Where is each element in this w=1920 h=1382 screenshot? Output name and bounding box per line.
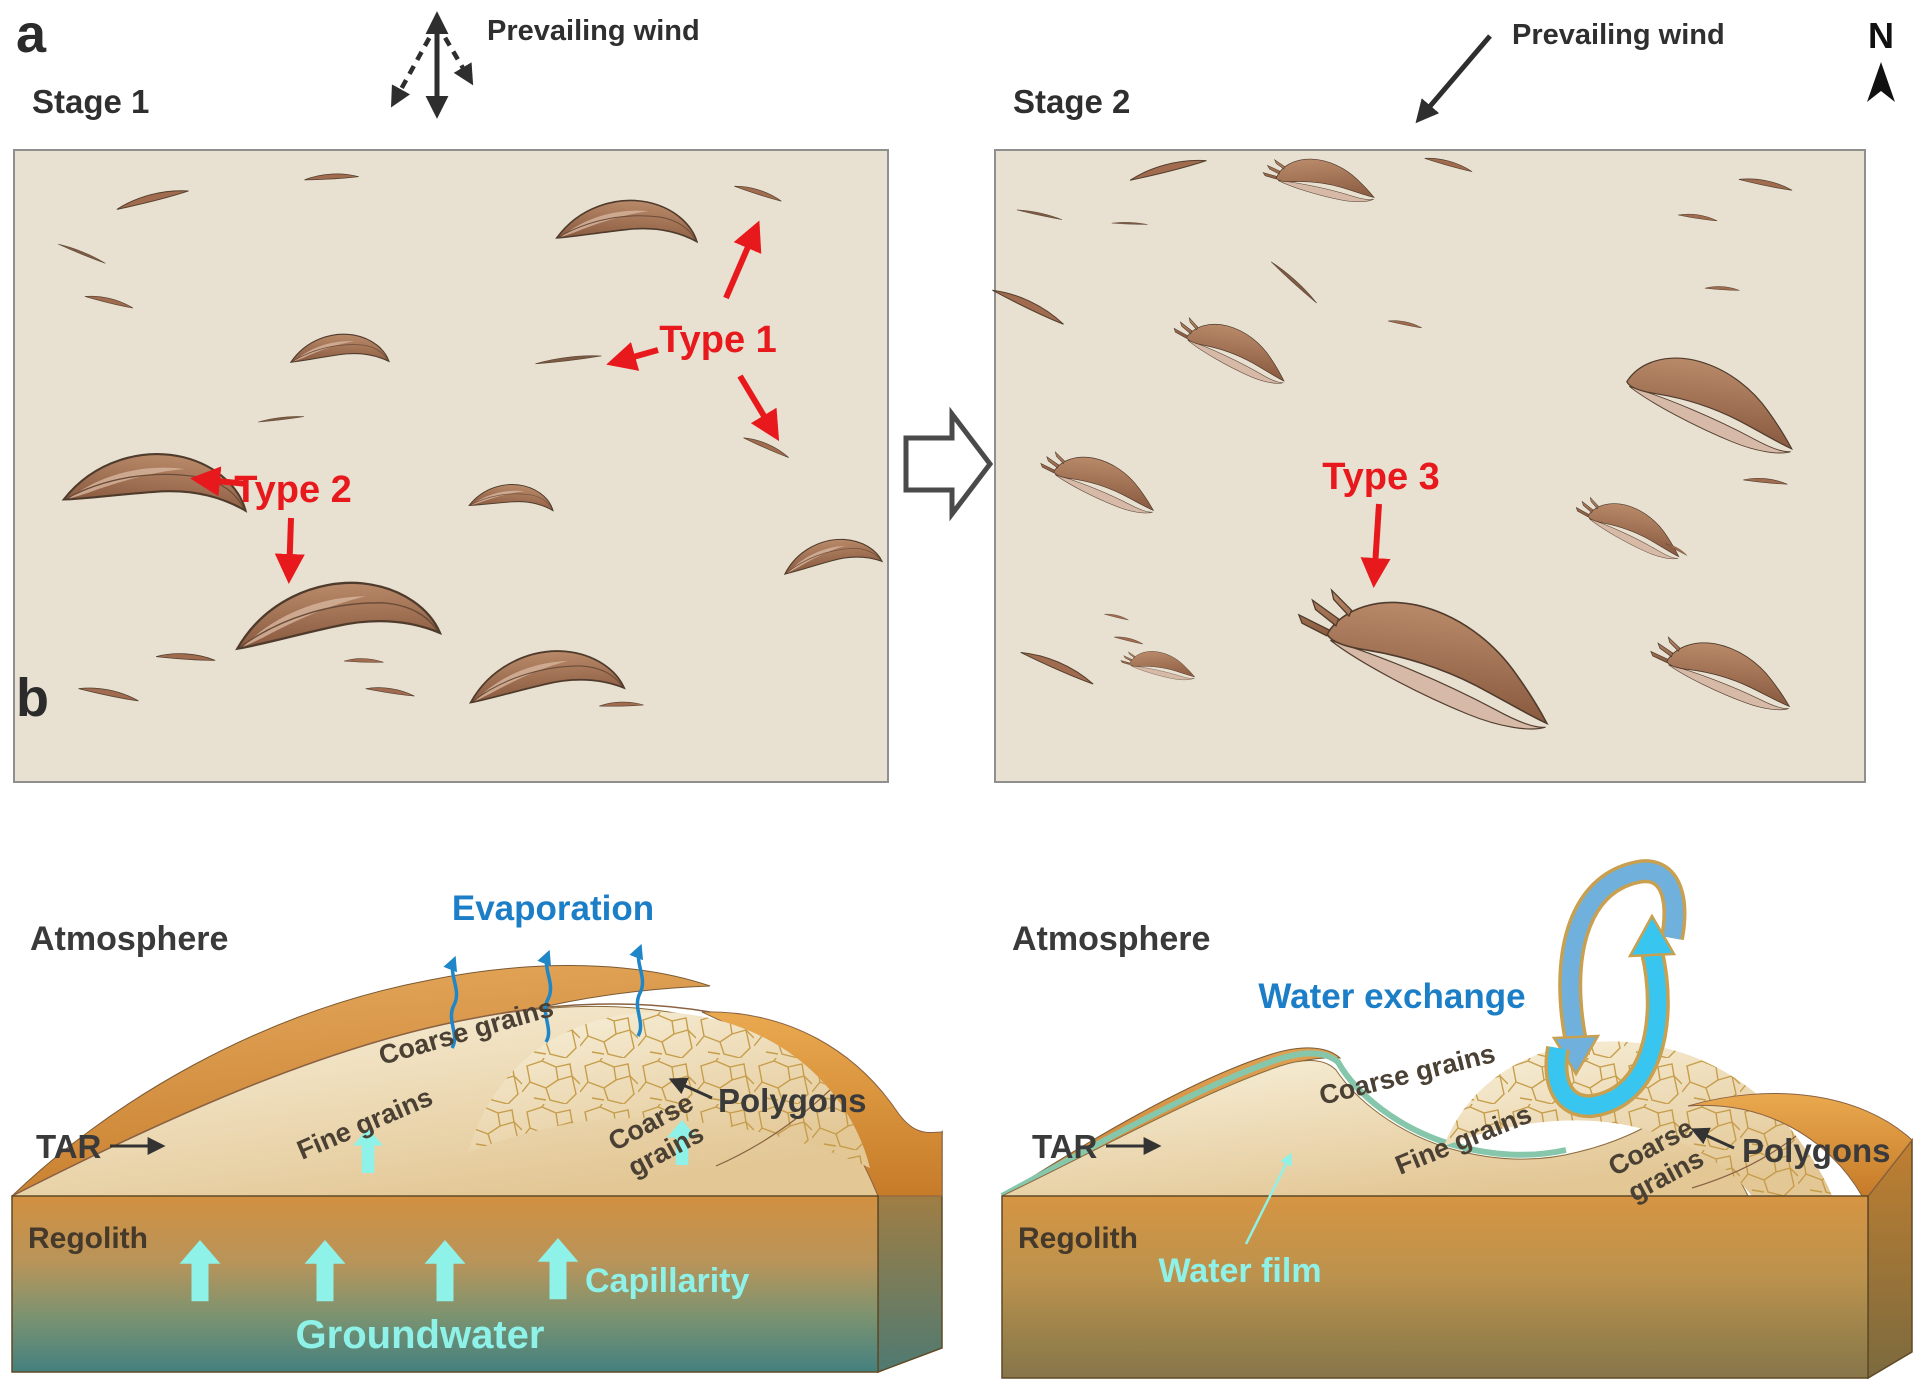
type1-label: Type 1 [659,319,777,361]
section-b-label: b [16,668,49,728]
stage2-title: Stage 2 [1013,83,1130,120]
polygons-label-right: Polygons [1742,1132,1891,1169]
regolith-label-right: Regolith [1018,1222,1138,1255]
evaporation-label: Evaporation [452,889,654,928]
water-film-arrow [1244,1152,1292,1245]
capillarity-arrows-in-dune [353,1120,697,1173]
block-diagram-left: Atmosphere Evaporation TAR Regolith Coar… [11,889,943,1374]
type2-label: Type 2 [234,469,352,511]
block-diagram-right: Atmosphere Water exchange TAR Regolith C… [1000,859,1913,1380]
water-film-line [1000,1050,1567,1199]
wind-arrow-stage2-icon [1415,34,1492,124]
groundwater-label: Groundwater [296,1313,545,1357]
stage-transition-arrow-icon [903,406,994,522]
polygons-label-left: Polygons [718,1082,867,1119]
water-exchange-icon [1544,859,1687,1119]
atmosphere-label-right: Atmosphere [1012,920,1210,958]
tar-label-left: TAR [36,1128,102,1165]
coarse-grains-top-right: Coarse grains [1316,1038,1498,1111]
evaporation-arrows-icon [443,943,645,1049]
section-a-label: a [16,4,47,64]
atmosphere-label-left: Atmosphere [30,920,228,958]
north-compass-icon: N [1867,15,1895,102]
right-block-front-face [1001,1195,1869,1379]
stage1-title: Stage 1 [32,83,149,120]
right-lee-hill [1687,1093,1913,1197]
water-film-label: Water film [1158,1252,1321,1290]
water-exchange-label: Water exchange [1258,977,1525,1016]
capillarity-arrows-regolith [179,1238,579,1302]
type3-label: Type 3 [1322,456,1440,498]
stage2-annotations: Type 3 [1322,456,1440,588]
stage1-annotations: Type 1 Type 2 [190,220,780,584]
compass-n-label: N [1868,15,1894,56]
regolith-label-left: Regolith [28,1222,148,1255]
wind-rose-stage1-icon [391,11,474,119]
right-polygon-cracks [1444,1041,1832,1196]
wind-label-right: Prevailing wind [1512,19,1725,51]
tar-label-right: TAR [1032,1128,1098,1165]
stage2-panel [994,149,1866,783]
wind-label-left: Prevailing wind [487,15,700,47]
capillarity-label: Capillarity [585,1262,749,1300]
